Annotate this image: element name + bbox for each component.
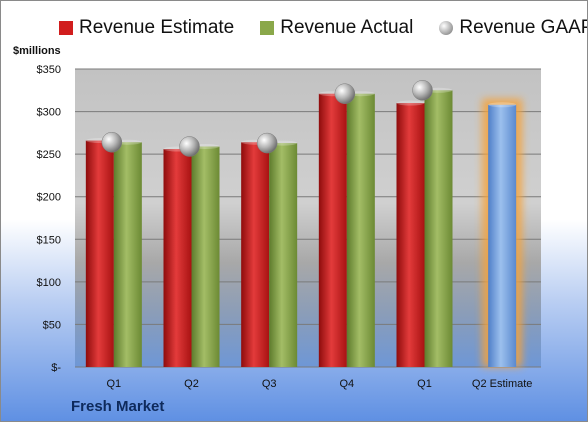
legend-item-revenue-actual: Revenue Actual: [260, 17, 413, 39]
x-tick-label: Q2: [184, 378, 199, 390]
gaap-markers: [101, 80, 433, 157]
bar-revenue-actual: [113, 142, 142, 367]
bar-revenue-estimate: [163, 149, 192, 367]
legend-item-revenue-gaap: Revenue GAAP: [439, 17, 588, 39]
bar-revenue-estimate-projected-cap: [488, 102, 517, 108]
y-tick-label: $200: [37, 192, 61, 204]
bar-revenue-estimate: [318, 93, 347, 367]
y-tick-label: $100: [37, 277, 61, 289]
bar-revenue-actual: [191, 146, 220, 367]
x-tick-label: Q1: [106, 378, 121, 390]
marker-revenue-gaap: [101, 131, 123, 153]
marker-revenue-gaap: [179, 136, 200, 157]
legend-label: Revenue Estimate: [79, 17, 235, 38]
x-tick-label: Q1: [417, 378, 432, 390]
marker-revenue-gaap: [256, 132, 278, 154]
bar-revenue-actual: [346, 93, 375, 367]
x-tick-label: Q3: [262, 378, 277, 390]
x-tick-label: Q4: [339, 378, 354, 390]
bar-revenue-actual: [269, 143, 298, 367]
legend: Revenue Estimate Revenue Actual Revenue …: [59, 17, 588, 39]
bar-revenue-estimate: [396, 103, 425, 368]
plot-area: [75, 69, 541, 367]
tick-labels: $- $50 $100 $150 $200 $250 $300 $350 Q1 Q2 Q3 Q4 Q1 Q…: [37, 64, 533, 390]
legend-swatch-green: [260, 21, 275, 35]
y-tick-label: $250: [37, 149, 61, 161]
bar-revenue-estimate: [85, 140, 114, 367]
legend-label: Revenue GAAP: [459, 17, 588, 38]
y-axis-unit-label: $millions: [13, 45, 61, 57]
legend-swatch-sphere: [439, 21, 454, 35]
x-tick-label: Q2 Estimate: [472, 378, 533, 390]
bar-revenue-actual: [424, 90, 453, 368]
y-tick-label: $50: [43, 319, 61, 331]
bar-revenue-estimate-projected: [488, 104, 517, 367]
legend-item-revenue-estimate: Revenue Estimate: [59, 17, 234, 39]
y-tick-label: $150: [37, 234, 61, 246]
y-tick-label: $-: [51, 362, 61, 374]
y-tick-label: $300: [37, 107, 61, 119]
bar-revenue-estimate: [241, 142, 270, 367]
bar-revenue-estimate-cap: [396, 100, 425, 106]
marker-revenue-gaap: [412, 80, 433, 101]
gridlines: [75, 68, 541, 368]
legend-swatch-red: [59, 21, 73, 35]
y-tick-label: $350: [37, 64, 61, 76]
marker-revenue-gaap: [334, 83, 356, 104]
legend-label: Revenue Actual: [280, 17, 414, 38]
company-name: Fresh Market: [71, 398, 165, 415]
bars: [85, 87, 523, 368]
